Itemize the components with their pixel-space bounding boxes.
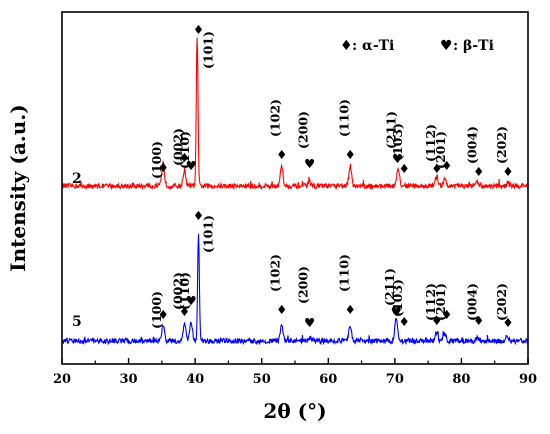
peak-marker: ♦ [158, 307, 169, 322]
x-tick-label: 20 [53, 372, 71, 387]
peak-marker: ♥ [391, 304, 402, 319]
x-tick-label: 50 [253, 372, 271, 387]
peak-label: (201) [433, 283, 448, 321]
x-tick-label: 90 [519, 372, 537, 387]
peak-label: (100) [149, 291, 164, 329]
peak-marker: ♥ [304, 156, 315, 171]
peak-label: (200) [296, 266, 311, 304]
x-axis-title: 2θ (°) [263, 399, 326, 423]
peak-marker: ♦ [193, 208, 204, 223]
legend-label-beta: : β-Ti [453, 38, 494, 54]
legend-label-alpha: : α-Ti [352, 38, 394, 54]
series-line-5 [61, 233, 529, 346]
peak-marker: ♦ [179, 304, 190, 319]
x-tick-label: 70 [386, 372, 404, 387]
peak-marker: ♦ [345, 302, 356, 317]
peak-label: (101) [201, 31, 216, 69]
peak-label: (202) [494, 126, 509, 164]
peak-label: (103) [390, 279, 405, 317]
peak-marker: ♥ [186, 293, 197, 308]
peak-label: (102) [268, 99, 283, 137]
tick-layer: 20 30 40 50 60 70 80 90 [53, 358, 537, 387]
peak-label: (211) [382, 268, 397, 306]
peak-marker: ♦ [441, 158, 452, 173]
peak-label: (100) [149, 141, 164, 179]
peak-marker: ♦ [441, 307, 452, 322]
series-line-2 [61, 37, 529, 191]
series-label-2: 2 [72, 171, 82, 187]
peak-marker: ♦ [276, 302, 287, 317]
peak-label: (110) [336, 99, 351, 137]
x-tick-label: 80 [452, 372, 470, 387]
series-layer [61, 37, 529, 346]
peak-marker: ♦ [431, 313, 442, 328]
legend-symbol-beta: ♥ [440, 38, 453, 54]
peak-label: (201) [433, 131, 448, 169]
peak-label: (004) [465, 126, 480, 164]
peak-marker: ♦ [431, 161, 442, 176]
peak-label: (200) [296, 111, 311, 149]
legend-symbol-alpha: ♦ [340, 38, 353, 54]
peak-label: (110) [177, 272, 192, 310]
annotation-layer: ♦(100) ♦(002) ♥(110)♦(101)♦(102)♥(200)♦(11… [149, 22, 513, 330]
peak-label: (112) [423, 283, 438, 321]
x-tick-label: 60 [319, 372, 337, 387]
peak-marker: ♦ [276, 147, 287, 162]
peak-label: (211) [384, 111, 399, 149]
peak-marker: ♦ [179, 150, 190, 165]
series-label-5: 5 [72, 314, 82, 330]
peak-marker: ♦ [399, 314, 410, 329]
peak-marker: ♥ [186, 158, 197, 173]
peak-marker: ♦ [158, 160, 169, 175]
peak-label: (101) [201, 215, 216, 253]
legend: ♦ : α-Ti ♥ : β-Ti [340, 38, 494, 54]
y-axis-title: Intensity (a.u.) [6, 104, 30, 271]
peak-marker: ♦ [473, 313, 484, 328]
peak-marker: ♥ [392, 151, 403, 166]
peak-label: (004) [465, 283, 480, 321]
peak-marker: ♦ [193, 22, 204, 37]
peak-label: (103) [390, 123, 405, 161]
peak-label: (002) [171, 128, 186, 166]
peak-label: (202) [494, 283, 509, 321]
peak-label: (112) [423, 124, 438, 162]
peak-label: (002) [171, 272, 186, 310]
peak-marker: ♦ [502, 315, 513, 330]
x-tick-label: 30 [120, 372, 138, 387]
peak-marker: ♦ [345, 147, 356, 162]
peak-marker: ♥ [304, 315, 315, 330]
peak-label: (102) [268, 254, 283, 292]
peak-marker: ♦ [399, 161, 410, 176]
peak-marker: ♦ [502, 164, 513, 179]
peak-label: (110) [177, 131, 192, 169]
peak-marker: ♦ [473, 164, 484, 179]
x-tick-label: 40 [186, 372, 204, 387]
peak-label: (110) [336, 254, 351, 292]
